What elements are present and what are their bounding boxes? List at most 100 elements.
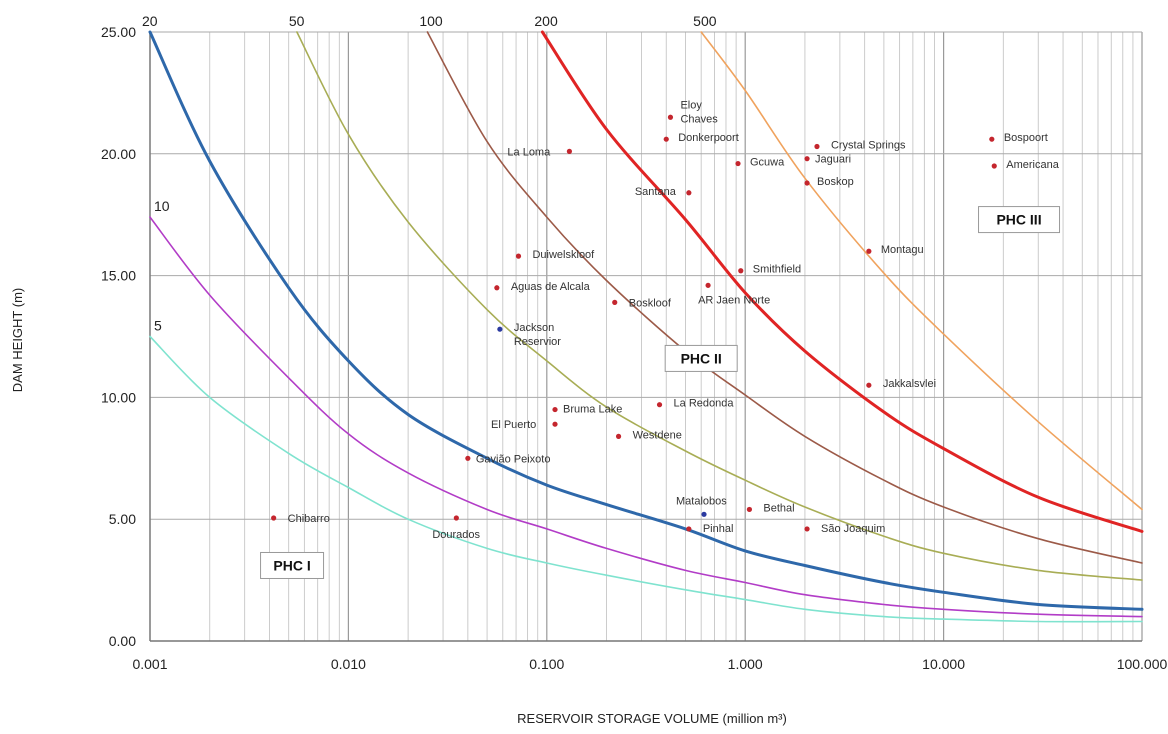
data-point-label: Donkerpoort <box>678 132 739 144</box>
data-point-label: El Puerto <box>491 419 536 431</box>
data-point-label: AR Jaen Norte <box>698 294 770 306</box>
x-tick-label: 100.000 <box>1117 656 1168 672</box>
x-tick-label: 1.000 <box>728 656 763 672</box>
data-point-label: La Redonda <box>674 398 735 410</box>
data-point <box>735 160 741 167</box>
y-tick-label: 10.00 <box>101 389 136 405</box>
y-tick-label: 5.00 <box>109 511 136 527</box>
curve-10 <box>149 216 1143 618</box>
data-point <box>989 136 995 142</box>
data-point-label: Reservior <box>514 336 561 348</box>
data-point-label: Bruma Lake <box>563 404 622 416</box>
data-point <box>804 180 810 186</box>
data-point <box>866 382 872 388</box>
data-point <box>494 285 500 291</box>
x-tick-label: 0.001 <box>132 656 167 672</box>
x-axis-label: RESERVOIR STORAGE VOLUME (million m³) <box>517 711 787 726</box>
data-point-label: Boskop <box>817 176 854 188</box>
data-point <box>615 433 622 439</box>
curve-500 <box>700 31 1143 511</box>
data-point <box>738 268 744 274</box>
x-tick-label: 0.100 <box>529 656 564 672</box>
x-tick-label: 10.000 <box>922 656 965 672</box>
data-point <box>814 143 820 150</box>
data-point-label: Jakkalsvlei <box>883 378 936 390</box>
y-axis-label: DAM HEIGHT (m) <box>10 288 25 392</box>
data-point <box>612 299 618 305</box>
curve-label-200: 200 <box>534 13 558 29</box>
data-point-label: Montagu <box>881 244 924 256</box>
x-tick-label: 0.010 <box>331 656 366 672</box>
data-point <box>656 402 663 408</box>
curve-5 <box>149 335 1143 623</box>
curve-label-100: 100 <box>419 13 443 29</box>
data-point-label: Jackson <box>514 322 554 334</box>
data-point <box>552 406 558 413</box>
curve-20 <box>148 30 1144 611</box>
zone-annotations: PHC I PHC II PHC III <box>260 206 1061 579</box>
data-point-label: Bospoort <box>1004 132 1048 144</box>
data-point-label: La Loma <box>507 146 551 158</box>
curve-label-500: 500 <box>693 13 717 29</box>
zone-box <box>978 206 1061 234</box>
data-point-label: Pinhal <box>703 523 734 535</box>
data-point-label: Gcuwa <box>750 157 785 169</box>
data-point-label: Matalobos <box>676 495 727 507</box>
data-point <box>566 148 573 154</box>
y-tick-label: 20.00 <box>101 146 136 162</box>
data-point-label: Bethal <box>763 502 794 514</box>
data-point-label: Americana <box>1006 159 1059 171</box>
data-point <box>701 511 707 517</box>
data-point-label: Westdene <box>633 429 682 441</box>
curve-labels: 5 10 20 50 100 200 500 <box>142 13 717 334</box>
data-point-label: Jaguari <box>815 154 851 166</box>
data-point <box>686 190 692 196</box>
zone-box <box>260 551 325 579</box>
data-point-label: Chaves <box>680 113 718 125</box>
data-point <box>804 156 810 162</box>
data-point <box>746 506 753 513</box>
curve-label-20: 20 <box>142 13 158 29</box>
curve-label-50: 50 <box>289 13 305 29</box>
curve-label-10: 10 <box>154 198 170 214</box>
data-point-label: Dourados <box>432 529 480 541</box>
data-point <box>705 282 711 288</box>
data-point <box>667 114 674 120</box>
data-point-label: Crystal Springs <box>831 139 906 151</box>
data-point <box>271 515 277 521</box>
data-point <box>686 526 692 532</box>
y-tick-label: 25.00 <box>101 24 136 40</box>
curve-100 <box>426 31 1143 564</box>
curve-200 <box>540 30 1144 533</box>
data-point <box>991 163 997 169</box>
y-tick-label: 0.00 <box>109 633 136 649</box>
data-point <box>663 136 669 142</box>
data-point-label: Duiwelskloof <box>532 249 595 261</box>
zone-label: PHC III <box>996 212 1041 228</box>
zone-label: PHC II <box>681 350 722 366</box>
data-point <box>552 421 558 427</box>
tick-labels: 0.00 5.00 10.00 15.00 20.00 25.00 0.001 0.010 0.… <box>101 24 1168 672</box>
zone-box <box>664 344 738 372</box>
data-point-label: Eloy <box>680 99 702 111</box>
data-point-label: Boskloof <box>629 297 672 309</box>
data-point-label: Gavião Peixoto <box>476 453 551 465</box>
curves <box>148 30 1144 623</box>
data-points: Chibarro Dourados Gavião Peixoto El Puerto B… <box>271 99 1060 541</box>
y-tick-label: 15.00 <box>101 268 136 284</box>
data-point-label: Aguas de Alcala <box>511 281 591 293</box>
data-point <box>497 326 503 332</box>
data-point <box>453 515 459 521</box>
zone-label: PHC I <box>273 557 310 573</box>
data-point <box>465 455 471 461</box>
data-point-label: São Joaquim <box>821 523 885 535</box>
data-point <box>804 526 810 532</box>
curve-50 <box>296 31 1143 581</box>
data-point-label: Smithfield <box>753 264 801 276</box>
data-point-label: Santana <box>635 186 677 198</box>
data-point <box>515 253 522 259</box>
data-point-label: Chibarro <box>288 513 330 525</box>
curve-label-5: 5 <box>154 318 162 334</box>
